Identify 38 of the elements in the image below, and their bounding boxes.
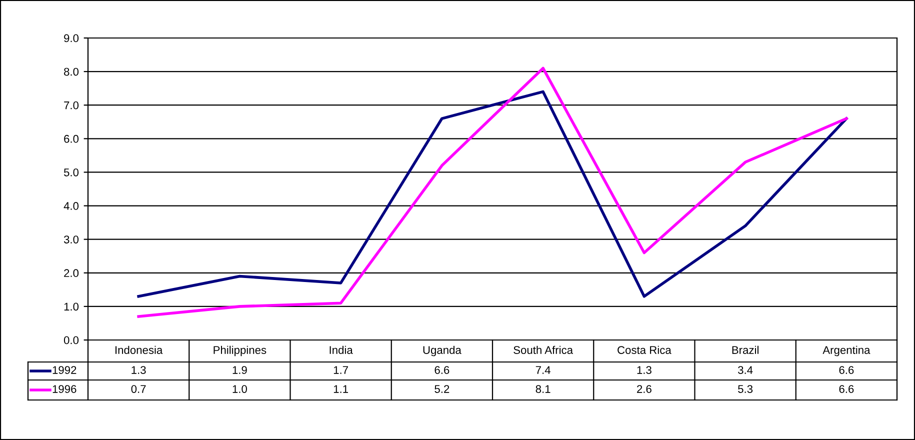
line-series — [137, 66, 848, 318]
data-label: 2.6 — [637, 385, 652, 393]
x-tick-label: South Africa — [514, 346, 574, 354]
data-label: 7.4 — [536, 366, 550, 374]
x-tick-label: Costa Rica — [618, 346, 672, 354]
x-tick-label: Argentina — [822, 346, 870, 356]
data-label: 1.3 — [132, 366, 146, 374]
line-series — [137, 90, 848, 298]
data-label: 1.9 — [232, 366, 247, 374]
data-label: 5.2 — [434, 385, 450, 393]
legend-label: 1996 — [52, 385, 76, 393]
y-tick-label: 1.0 — [64, 302, 79, 311]
data-label: 8.1 — [536, 385, 550, 393]
y-tick-label: 0.0 — [64, 336, 79, 344]
y-tick-label: 3.0 — [64, 236, 79, 244]
data-label: 6.6 — [839, 385, 854, 393]
y-tick-label: 6.0 — [64, 134, 79, 143]
y-tick-label: 7.0 — [64, 101, 79, 110]
data-label: 1.3 — [637, 366, 652, 374]
data-label: 6.6 — [839, 366, 854, 374]
y-tick-label: 4.0 — [64, 202, 79, 210]
y-tick-label: 8.0 — [64, 68, 79, 76]
data-label: 1.0 — [232, 385, 247, 393]
data-label: 6.6 — [434, 366, 450, 374]
x-tick-label: Uganda — [423, 346, 462, 356]
data-label: 3.4 — [738, 366, 753, 374]
x-tick-label: Philippines — [214, 346, 266, 356]
x-tick-label: Brazil — [732, 346, 758, 354]
data-label: 1.1 — [334, 385, 348, 393]
legend-label: 1992 — [52, 366, 76, 374]
y-tick-label: 2.0 — [64, 269, 79, 278]
x-tick-label: India — [330, 346, 353, 354]
x-tick-label: Indonesia — [115, 346, 163, 354]
data-label: 5.3 — [738, 385, 753, 393]
data-label: 0.7 — [131, 385, 146, 393]
data-label: 1.7 — [334, 366, 348, 374]
y-tick-label: 9.0 — [64, 34, 79, 42]
y-tick-label: 5.0 — [64, 168, 79, 176]
